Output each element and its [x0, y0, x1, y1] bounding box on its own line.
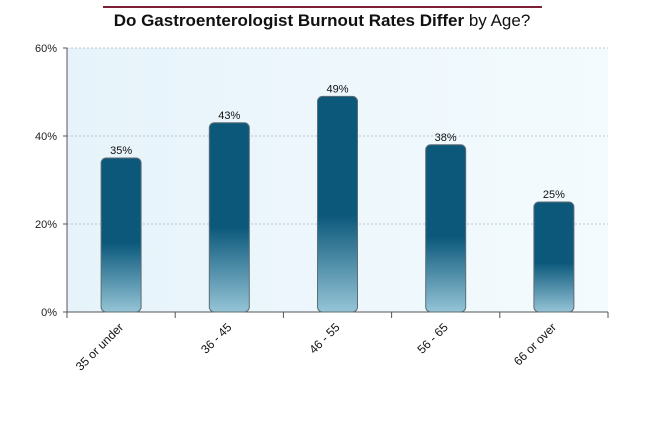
bar — [100, 157, 142, 313]
y-tick-label: 60% — [35, 43, 57, 55]
bar-value-label: 49% — [326, 83, 348, 95]
bar-value-label: 38% — [435, 132, 457, 144]
bar — [208, 122, 250, 313]
bar — [317, 95, 358, 313]
y-tick-label: 0% — [41, 307, 57, 319]
bar-value-label: 25% — [543, 189, 565, 201]
x-tick-label: 46 - 55 — [306, 320, 343, 357]
bar-value-label: 43% — [218, 110, 240, 122]
x-tick-label: 66 or over — [511, 320, 559, 368]
value-labels: 35% 43% 49% 38% 25% — [110, 83, 565, 201]
chart-title-bold: Do Gastroenterologist Burnout Rates Diff… — [114, 11, 465, 30]
x-tick-label: 35 or under — [73, 320, 126, 373]
x-tick-labels: 35 or under 36 - 45 46 - 55 56 - 65 66 or ov… — [73, 320, 559, 374]
bar-value-label: 35% — [110, 145, 132, 157]
y-tick-labels: 0% 20% 40% 60% — [35, 43, 57, 319]
y-tick-label: 40% — [35, 131, 57, 143]
x-tick-label: 56 - 65 — [415, 320, 452, 357]
chart-title-rest: by Age? — [464, 11, 530, 30]
chart-title: Do Gastroenterologist Burnout Rates Diff… — [114, 11, 531, 30]
y-tick-label: 20% — [35, 219, 57, 231]
x-tick-label: 36 - 45 — [198, 320, 235, 357]
bar — [533, 201, 575, 313]
bar — [425, 144, 467, 313]
bars — [100, 95, 575, 313]
